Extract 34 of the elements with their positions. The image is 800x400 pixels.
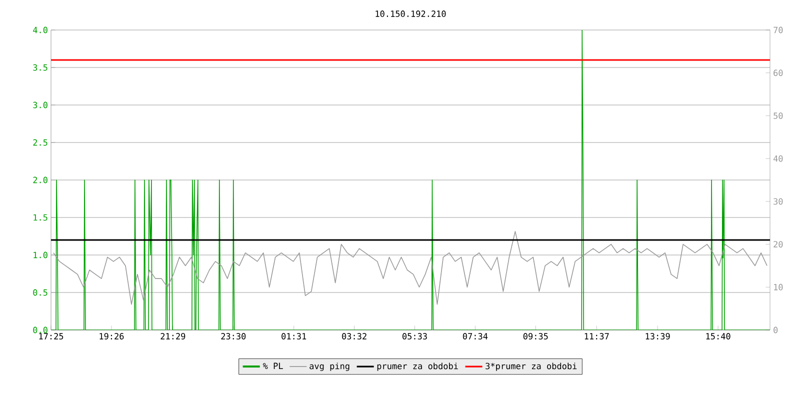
x-tick-label: 19:26 <box>100 333 124 340</box>
y-tick-label: 2.0 <box>33 176 48 184</box>
y2-tick-label: 0 <box>774 326 778 334</box>
y-tick-label: 0.5 <box>33 289 48 296</box>
y2-tick-label: 50 <box>774 112 783 119</box>
legend-label: % PL <box>262 362 283 370</box>
y-tick-label: 3.5 <box>33 64 48 71</box>
y-tick-label: 1.5 <box>34 214 48 221</box>
x-tick-label: 07:34 <box>462 333 488 340</box>
legend-label: 3*prumer za obdobi <box>486 362 577 371</box>
y2-tick-label: 60 <box>774 70 783 76</box>
x-tick-label: 11:37 <box>584 333 609 340</box>
x-tick-label: 21:29 <box>160 333 186 340</box>
legend-label: avg ping <box>310 362 350 371</box>
y-tick-label: 1.0 <box>34 252 48 258</box>
y2-tick-label: 20 <box>774 241 783 248</box>
x-tick-label: 05:33 <box>402 333 427 340</box>
y2-tick-label: 30 <box>774 198 783 205</box>
x-tick-label: 13:39 <box>646 333 670 340</box>
x-tick-label: 17:25 <box>39 333 64 340</box>
y-tick-label: 3.0 <box>33 102 48 108</box>
y-tick-label: 4.0 <box>33 26 48 34</box>
legend-label: prumer za obdobi <box>377 362 458 371</box>
y2-tick-label: 70 <box>774 26 783 34</box>
x-tick-label: 01:31 <box>282 333 306 340</box>
x-tick-label: 23:30 <box>221 333 246 340</box>
y-tick-label: 0.0 <box>33 326 48 334</box>
y-tick-label: 2.5 <box>33 139 48 146</box>
x-tick-label: 03:32 <box>342 333 366 340</box>
y2-tick-label: 40 <box>773 155 783 162</box>
x-tick-label: 09:35 <box>523 333 548 340</box>
x-tick-label: 15:40 <box>706 333 730 340</box>
y2-tick-label: 10 <box>774 284 783 290</box>
chart-title: 10.150.192.210 <box>376 10 446 17</box>
